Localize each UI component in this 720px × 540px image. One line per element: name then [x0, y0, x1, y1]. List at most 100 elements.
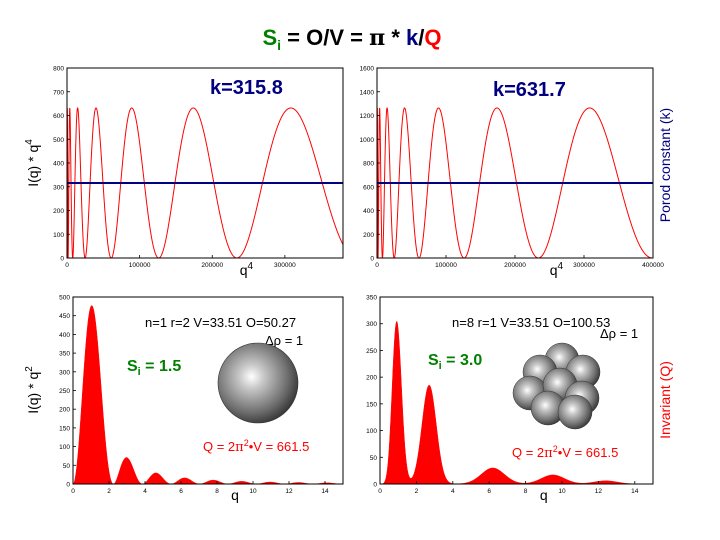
y-tick-label: 1400 — [360, 89, 375, 96]
y-tick-label: 250 — [59, 388, 70, 395]
invariant-left: Q = 2π2•V = 661.5 — [203, 438, 309, 455]
x-axis-label-exponent: 4 — [558, 261, 564, 272]
x-axis-label-exponent: 4 — [248, 261, 254, 272]
x-axis-label: q4 — [550, 261, 564, 278]
cluster-sphere-icon — [557, 394, 593, 430]
x-tick-label: 0 — [375, 262, 379, 269]
title-k: k — [406, 25, 419, 50]
y-tick-label: 50 — [63, 463, 71, 470]
large-sphere-icon — [217, 342, 299, 424]
plot-top-right: 0 200 400 600 800 1000 1200 1400 1600 0 100000 2000… — [360, 66, 665, 279]
plot-area — [73, 305, 343, 484]
x-axis-label: q — [540, 487, 548, 503]
main-title: Si = O/V = π * k/Q — [262, 25, 441, 53]
y-tick-label: 800 — [53, 66, 64, 73]
y-tick-label: 700 — [53, 89, 64, 96]
y-tick-label: 350 — [59, 351, 70, 358]
y-tick-label: 1200 — [360, 113, 375, 120]
si-right: Si = 3.0 — [428, 352, 482, 372]
plot-bottom-right: 0 50 100 150 200 250 300 350 0 2 4 6 8 10 12 14 q — [366, 295, 654, 503]
x-tick-label: 2 — [415, 488, 419, 495]
y-tick-label: 350 — [366, 295, 377, 302]
y-tick-label: 400 — [59, 332, 70, 339]
si-left: Si = 1.5 — [127, 358, 181, 378]
y-tick-label: 1600 — [360, 66, 375, 73]
ylabel-top: I(q) * q4 — [24, 139, 41, 187]
right-label-top: Porod constant (k) — [657, 108, 673, 222]
y-tick-label: 200 — [53, 208, 64, 215]
plot-area — [67, 107, 343, 258]
y-tick-label: 400 — [363, 208, 374, 215]
y-tick-label: 600 — [363, 184, 374, 191]
x-tick-label: 14 — [321, 488, 329, 495]
x-tick-label: 100000 — [435, 262, 457, 269]
params-left: n=1 r=2 V=33.51 O=50.27 — [145, 315, 296, 330]
x-tick-label: 12 — [285, 488, 293, 495]
title-part1: = O/V = — [281, 25, 369, 50]
x-tick-label: 300000 — [274, 262, 296, 269]
y-tick-label: 450 — [59, 313, 70, 320]
right-label-bottom: Invariant (Q) — [657, 361, 673, 439]
ylabel-bottom: I(q) * q2 — [24, 366, 41, 414]
y-tick-label: 150 — [59, 425, 70, 432]
x-tick-label: 0 — [65, 262, 69, 269]
y-tick-label: 150 — [366, 401, 377, 408]
series-oscillation-line — [377, 107, 653, 258]
y-tick-label: 0 — [66, 482, 70, 489]
plot-frame — [379, 296, 654, 485]
x-tick-label: 8 — [215, 488, 219, 495]
plot-top-left: 0 100 200 300 400 500 600 700 800 0 100000 200000 30… — [53, 66, 344, 278]
y-tick-label: 0 — [370, 256, 374, 263]
x-tick-label: 6 — [179, 488, 183, 495]
x-tick-label: 0 — [378, 488, 382, 495]
title-s-sub: i — [277, 37, 281, 53]
x-tick-label: 200000 — [201, 262, 223, 269]
y-tick-label: 250 — [366, 348, 377, 355]
x-tick-label: 300000 — [573, 262, 595, 269]
x-tick-label: 400000 — [642, 262, 664, 269]
x-axis-label: q4 — [240, 261, 254, 278]
x-tick-label: 8 — [524, 488, 528, 495]
title-part2: * — [385, 25, 406, 50]
y-tick-label: 100 — [53, 232, 64, 239]
x-tick-label: 100000 — [129, 262, 151, 269]
plot-frame — [66, 67, 344, 259]
x-tick-label: 10 — [558, 488, 566, 495]
title-pi: π — [369, 25, 385, 51]
k-annotation-left: k=315.8 — [210, 77, 283, 99]
x-axis-label: q — [231, 487, 239, 503]
series-oscillation-line — [67, 107, 343, 258]
delta-rho-right: Δρ = 1 — [600, 326, 638, 341]
x-tick-label: 10 — [249, 488, 257, 495]
plot-bottom-left: 0 50 100 150 200 250 300 350 400 450 500 0 2 4 6 8 10 12 1… — [59, 295, 344, 503]
series-area — [380, 320, 653, 484]
x-tick-label: 4 — [451, 488, 455, 495]
plot-area — [380, 320, 653, 484]
y-tick-label: 500 — [59, 295, 70, 302]
y-tick-label: 50 — [370, 455, 378, 462]
x-tick-label: 0 — [71, 488, 75, 495]
y-tick-label: 200 — [59, 407, 70, 414]
y-tick-label: 600 — [53, 113, 64, 120]
y-tick-label: 0 — [60, 256, 64, 263]
sphere-cluster-icon — [512, 342, 601, 430]
y-tick-label: 400 — [53, 161, 64, 168]
y-tick-label: 500 — [53, 137, 64, 144]
x-tick-label: 4 — [143, 488, 147, 495]
x-tick-label: 200000 — [504, 262, 526, 269]
x-tick-label: 2 — [107, 488, 111, 495]
y-tick-label: 200 — [366, 375, 377, 382]
series-area — [73, 305, 343, 484]
params-right: n=8 r=1 V=33.51 O=100.53 — [452, 315, 610, 330]
y-tick-label: 100 — [59, 444, 70, 451]
y-tick-label: 300 — [59, 369, 70, 376]
plot-area — [377, 107, 653, 258]
y-tick-label: 800 — [363, 161, 374, 168]
y-tick-label: 300 — [53, 184, 64, 191]
y-tick-label: 100 — [366, 428, 377, 435]
invariant-right: Q = 2π2•V = 661.5 — [512, 444, 618, 461]
title-slash: / — [418, 25, 424, 50]
title-q: Q — [424, 25, 441, 50]
x-tick-label: 12 — [595, 488, 603, 495]
